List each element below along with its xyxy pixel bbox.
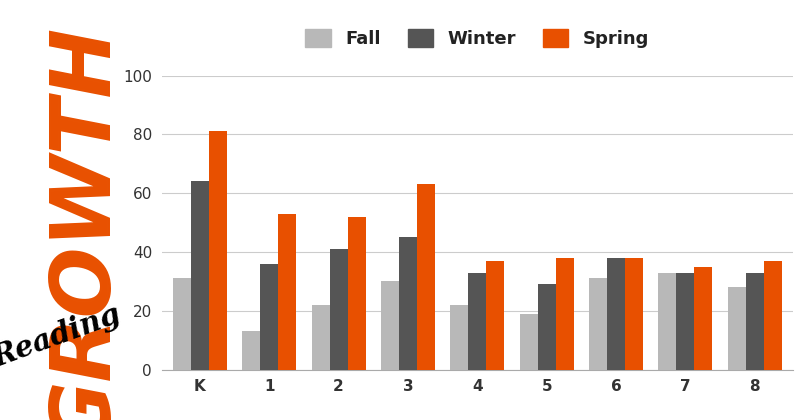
Bar	[417, 184, 435, 370]
Bar	[381, 281, 399, 370]
Bar	[659, 273, 676, 370]
Legend: Fall, Winter, Spring: Fall, Winter, Spring	[296, 20, 659, 58]
Bar	[242, 331, 260, 370]
Bar	[451, 305, 468, 370]
Bar	[399, 237, 417, 370]
Bar	[746, 273, 764, 370]
Bar	[519, 314, 538, 370]
Bar	[260, 264, 278, 370]
Bar	[607, 258, 625, 370]
Text: GROWTH: GROWTH	[44, 24, 125, 420]
Bar	[486, 261, 504, 370]
Bar	[694, 267, 713, 370]
Bar	[538, 284, 556, 370]
Bar	[348, 217, 366, 370]
Bar	[311, 305, 329, 370]
Bar	[676, 273, 694, 370]
Bar	[468, 273, 486, 370]
Bar	[173, 278, 191, 370]
Bar	[329, 249, 348, 370]
Bar	[625, 258, 643, 370]
Bar	[589, 278, 607, 370]
Text: Reading: Reading	[0, 299, 125, 373]
Bar	[209, 131, 227, 370]
Bar	[191, 181, 209, 370]
Bar	[278, 214, 296, 370]
Bar	[727, 287, 746, 370]
Bar	[764, 261, 781, 370]
Bar	[556, 258, 574, 370]
